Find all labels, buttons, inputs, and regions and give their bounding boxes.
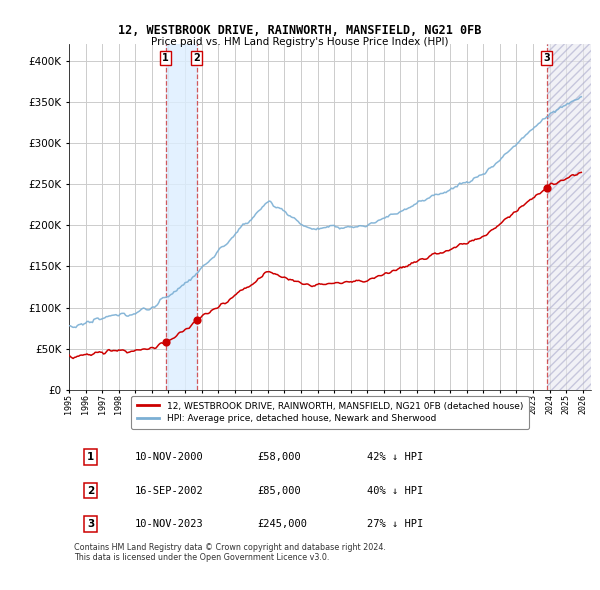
Bar: [166, 44, 197, 390]
Text: 2: 2: [87, 486, 95, 496]
Text: 2: 2: [193, 53, 200, 63]
Text: 10-NOV-2000: 10-NOV-2000: [134, 452, 203, 462]
Text: 12, WESTBROOK DRIVE, RAINWORTH, MANSFIELD, NG21 0FB: 12, WESTBROOK DRIVE, RAINWORTH, MANSFIEL…: [118, 24, 482, 37]
Legend: 12, WESTBROOK DRIVE, RAINWORTH, MANSFIELD, NG21 0FB (detached house), HPI: Avera: 12, WESTBROOK DRIVE, RAINWORTH, MANSFIEL…: [131, 396, 529, 428]
Point: [192, 315, 202, 324]
Text: 1: 1: [162, 53, 169, 63]
Point: [161, 337, 170, 347]
Text: £245,000: £245,000: [257, 519, 307, 529]
Text: 1: 1: [87, 452, 95, 462]
Text: Contains HM Land Registry data © Crown copyright and database right 2024.
This d: Contains HM Land Registry data © Crown c…: [74, 543, 386, 562]
Text: Price paid vs. HM Land Registry's House Price Index (HPI): Price paid vs. HM Land Registry's House …: [151, 37, 449, 47]
Text: 3: 3: [87, 519, 95, 529]
Text: 27% ↓ HPI: 27% ↓ HPI: [367, 519, 423, 529]
Point: [542, 183, 551, 193]
Text: 42% ↓ HPI: 42% ↓ HPI: [367, 452, 423, 462]
Text: 3: 3: [544, 53, 550, 63]
Text: £85,000: £85,000: [257, 486, 301, 496]
Text: 10-NOV-2023: 10-NOV-2023: [134, 519, 203, 529]
Text: 16-SEP-2002: 16-SEP-2002: [134, 486, 203, 496]
Text: 40% ↓ HPI: 40% ↓ HPI: [367, 486, 423, 496]
Text: £58,000: £58,000: [257, 452, 301, 462]
